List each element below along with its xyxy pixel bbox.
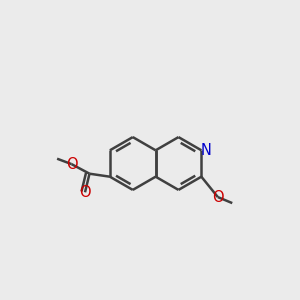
Text: N: N [200, 143, 211, 158]
Text: O: O [212, 190, 224, 205]
Text: O: O [79, 185, 91, 200]
Text: O: O [66, 157, 77, 172]
